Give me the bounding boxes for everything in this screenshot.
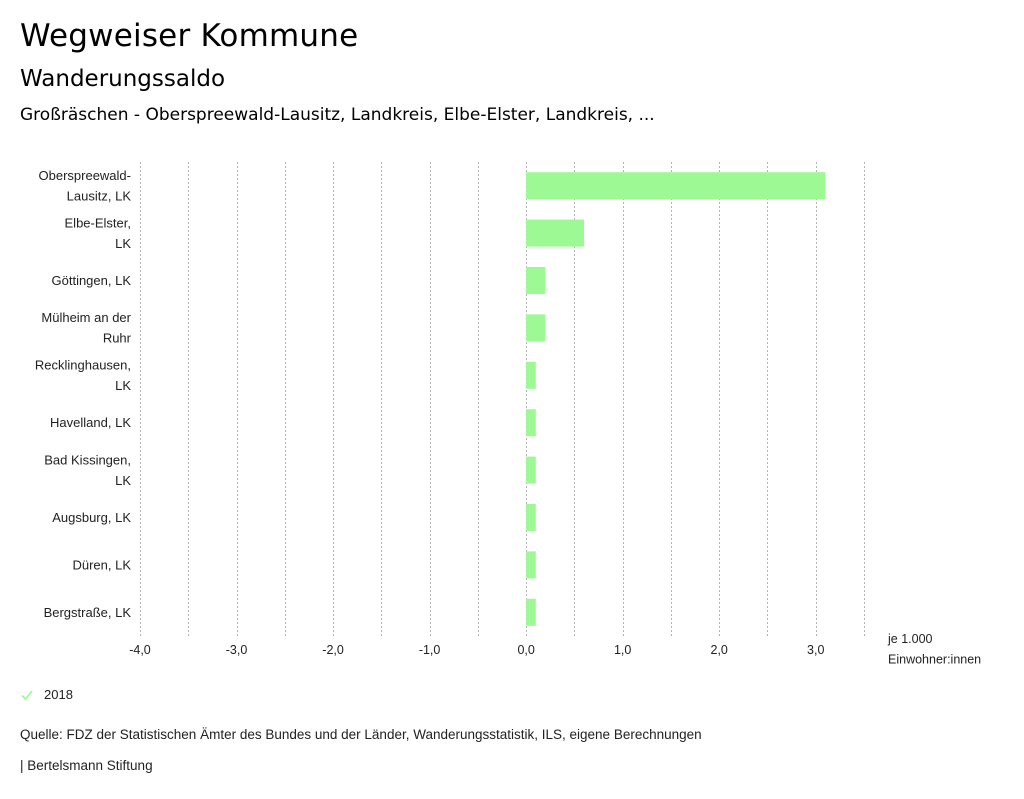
category-label: Elbe-Elster, LK xyxy=(65,215,132,251)
credit-note: | Bertelsmann Stiftung xyxy=(20,758,153,773)
category-label: Bergstraße, LK xyxy=(44,605,132,620)
bar[interactable] xyxy=(526,172,826,200)
x-tick-label: -1,0 xyxy=(419,643,441,657)
x-axis-ticks: -4,0 -3,0 -2,0 -1,0 0,0 1,0 2,0 3,0 xyxy=(129,643,824,657)
category-label: Oberspreewald- Lausitz, LK xyxy=(39,168,132,204)
bar[interactable] xyxy=(526,314,546,342)
category-label-line: Bergstraße, LK xyxy=(44,605,132,620)
bar-chart: Oberspreewald- Lausitz, LK Elbe-Elster, LK G… xyxy=(35,162,981,667)
source-note: Quelle: FDZ der Statistischen Ämter des … xyxy=(20,727,702,742)
bar[interactable] xyxy=(526,267,546,294)
category-label-line: Düren, LK xyxy=(72,557,131,572)
category-label-line: Oberspreewald- xyxy=(39,168,132,183)
x-axis-unit-line-1: je 1.000 xyxy=(887,632,933,646)
category-label-line: Lausitz, LK xyxy=(67,188,132,203)
x-tick-label: 1,0 xyxy=(614,643,631,657)
x-tick-label: -4,0 xyxy=(129,643,151,657)
category-label-line: Havelland, LK xyxy=(50,415,131,430)
category-label: Düren, LK xyxy=(72,557,131,572)
chart-subtitle: Wanderungssaldo xyxy=(20,66,226,92)
category-label-line: Augsburg, LK xyxy=(52,510,131,525)
category-label: Göttingen, LK xyxy=(52,273,132,288)
category-label-line: LK xyxy=(115,236,131,251)
bar[interactable] xyxy=(526,409,536,437)
check-icon xyxy=(21,689,33,700)
x-tick-label: 0,0 xyxy=(517,643,534,657)
x-tick-label: 3,0 xyxy=(807,643,824,657)
category-label-line: LK xyxy=(115,473,131,488)
category-label: Havelland, LK xyxy=(50,415,131,430)
bar[interactable] xyxy=(526,551,536,579)
page-title: Wegweiser Kommune xyxy=(20,18,359,54)
bar[interactable] xyxy=(526,219,585,247)
category-label-line: LK xyxy=(115,378,131,393)
legend-item-2018[interactable]: 2018 xyxy=(20,687,73,702)
category-label-line: Göttingen, LK xyxy=(52,273,132,288)
x-tick-label: -2,0 xyxy=(322,643,344,657)
category-label: Augsburg, LK xyxy=(52,510,131,525)
bar[interactable] xyxy=(526,504,536,531)
category-label-line: Ruhr xyxy=(103,331,132,346)
grid-lines xyxy=(140,162,865,636)
bar[interactable] xyxy=(526,598,536,626)
bars xyxy=(526,172,826,626)
x-axis-unit-label: je 1.000 Einwohner:innen xyxy=(887,632,981,667)
x-tick-label: -3,0 xyxy=(226,643,248,657)
bar[interactable] xyxy=(526,456,536,484)
category-label-line: Bad Kissingen, xyxy=(44,452,131,467)
bar[interactable] xyxy=(526,361,536,389)
category-label: Bad Kissingen, LK xyxy=(44,452,131,488)
category-label-line: Elbe-Elster, xyxy=(65,215,131,230)
region-description: Großräschen - Oberspreewald-Lausitz, Lan… xyxy=(20,105,655,125)
category-labels: Oberspreewald- Lausitz, LK Elbe-Elster, LK G… xyxy=(35,168,132,620)
x-tick-label: 2,0 xyxy=(711,643,728,657)
category-label-line: Recklinghausen, xyxy=(35,358,131,373)
legend-label: 2018 xyxy=(44,687,73,702)
category-label: Mülheim an der Ruhr xyxy=(41,310,131,346)
category-label-line: Mülheim an der xyxy=(41,310,131,325)
x-axis-unit-line-2: Einwohner:innen xyxy=(888,653,981,667)
category-label: Recklinghausen, LK xyxy=(35,358,131,394)
